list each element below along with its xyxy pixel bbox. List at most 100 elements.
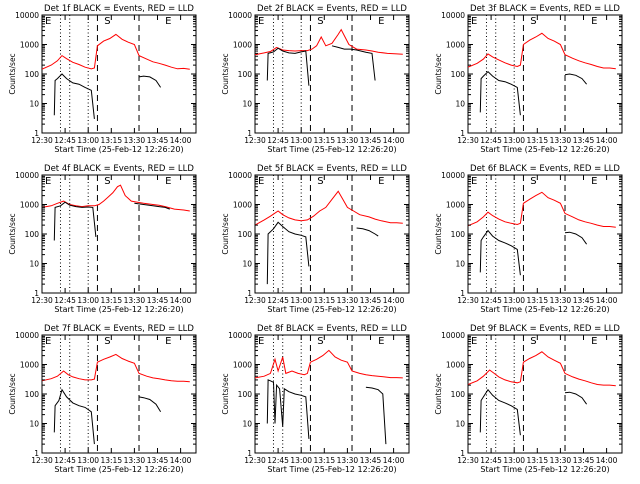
series-lld	[255, 28, 403, 56]
y-tick-label: 1	[247, 129, 252, 138]
y-tick-label: 10	[455, 100, 465, 109]
y-tick-label: 10000	[441, 11, 465, 20]
x-tick-label: 13:30	[337, 456, 359, 465]
series-lld	[42, 33, 190, 70]
x-tick-label: 14:00	[596, 296, 618, 305]
x-tick-label: 13:30	[124, 136, 146, 145]
marker-label-s: S	[317, 336, 323, 347]
series-events	[365, 386, 387, 445]
x-tick-label: 12:30	[31, 296, 53, 305]
x-tick-label: 14:00	[383, 456, 405, 465]
x-tick-label: 13:00	[77, 296, 99, 305]
x-tick-label: 13:45	[147, 296, 169, 305]
x-tick-label: 12:45	[480, 456, 502, 465]
y-tick-label: 1000	[20, 201, 39, 210]
x-tick-label: 12:45	[480, 136, 502, 145]
marker-label-s: S	[104, 176, 110, 187]
series-lld	[42, 184, 190, 212]
plot-frame	[254, 174, 410, 294]
panel-det-1: Det 1f BLACK = Events, RED = LLD 1 10 100 10…	[8, 4, 197, 154]
y-tick-label: 100	[25, 390, 40, 399]
series-lld	[255, 190, 403, 226]
plot-area	[42, 175, 190, 293]
panel-title: Det 6f BLACK = Events, RED = LLD	[470, 164, 620, 174]
y-tick-label: 10	[455, 260, 465, 269]
x-tick-label: 13:00	[77, 136, 99, 145]
y-axis-label: Counts/sec	[221, 373, 230, 414]
x-tick-label: 12:45	[480, 296, 502, 305]
x-tick-label: 12:30	[244, 456, 266, 465]
y-tick-label: 100	[451, 390, 466, 399]
series-events	[564, 73, 587, 85]
x-tick-label: 13:15	[526, 136, 548, 145]
x-tick-label: 12:45	[54, 136, 76, 145]
y-axis-label: Counts/sec	[8, 213, 17, 254]
marker-label-e: E	[258, 16, 264, 27]
x-axis-label: Start Time (25-Feb-12 12:26:20)	[267, 305, 396, 314]
y-tick-label: 10000	[15, 331, 39, 340]
y-tick-label: 1000	[20, 361, 39, 370]
x-axis-label: Start Time (25-Feb-12 12:26:20)	[480, 145, 609, 154]
y-tick-label: 100	[238, 230, 253, 239]
marker-label-e: E	[591, 16, 597, 27]
x-tick-label: 13:45	[147, 456, 169, 465]
x-tick-label: 12:30	[457, 296, 479, 305]
x-tick-label: 14:00	[170, 136, 192, 145]
x-tick-label: 14:00	[596, 136, 618, 145]
plot-frame	[254, 334, 410, 454]
y-tick-label: 100	[25, 70, 40, 79]
marker-label-e: E	[258, 336, 264, 347]
y-tick-label: 10000	[228, 331, 252, 340]
x-tick-label: 12:45	[54, 456, 76, 465]
plot-frame	[254, 14, 410, 134]
plot-area	[255, 175, 403, 293]
marker-label-e: E	[165, 336, 171, 347]
series-events	[53, 73, 95, 119]
y-axis-label: Counts/sec	[434, 213, 443, 254]
marker-label-e: E	[378, 336, 384, 347]
marker-label-e: E	[471, 176, 477, 187]
x-tick-label: 13:45	[573, 296, 595, 305]
x-tick-label: 13:15	[313, 296, 335, 305]
y-tick-label: 1	[34, 129, 39, 138]
marker-label-e: E	[378, 176, 384, 187]
y-tick-label: 1000	[20, 41, 39, 50]
x-tick-label: 14:00	[596, 456, 618, 465]
panel-title: Det 3f BLACK = Events, RED = LLD	[470, 4, 620, 14]
y-axis-label: Counts/sec	[221, 213, 230, 254]
x-tick-label: 13:30	[550, 456, 572, 465]
plot-area	[42, 335, 190, 453]
series-events	[356, 227, 379, 237]
plot-area	[42, 15, 190, 133]
x-tick-label: 12:45	[54, 296, 76, 305]
marker-label-e: E	[258, 176, 264, 187]
panel-det-7: Det 7f BLACK = Events, RED = LLD 1 10 100 10…	[8, 324, 197, 474]
series-lld	[468, 32, 616, 70]
x-tick-label: 13:30	[337, 136, 359, 145]
y-tick-label: 1000	[446, 41, 465, 50]
marker-label-s: S	[530, 336, 536, 347]
marker-label-e: E	[471, 336, 477, 347]
y-tick-label: 1	[34, 289, 39, 298]
series-events	[138, 396, 162, 413]
y-tick-label: 10000	[441, 331, 465, 340]
panel-title: Det 9f BLACK = Events, RED = LLD	[470, 324, 620, 334]
y-tick-label: 100	[451, 70, 466, 79]
y-tick-label: 10	[242, 420, 252, 429]
marker-label-e: E	[591, 336, 597, 347]
y-tick-label: 1000	[446, 361, 465, 370]
x-tick-label: 12:45	[267, 456, 289, 465]
y-tick-label: 10000	[228, 11, 252, 20]
marker-label-e: E	[45, 16, 51, 27]
panel-det-2: Det 2f BLACK = Events, RED = LLD 1 10 100 10…	[221, 4, 410, 154]
y-tick-label: 1000	[233, 361, 252, 370]
y-tick-label: 100	[238, 70, 253, 79]
plot-area	[468, 335, 616, 453]
x-tick-label: 13:00	[503, 456, 525, 465]
series-events	[138, 75, 162, 88]
x-tick-label: 13:15	[100, 296, 122, 305]
x-tick-label: 12:45	[267, 136, 289, 145]
marker-label-s: S	[530, 176, 536, 187]
x-tick-label: 13:30	[550, 296, 572, 305]
panel-title: Det 8f BLACK = Events, RED = LLD	[257, 324, 407, 334]
